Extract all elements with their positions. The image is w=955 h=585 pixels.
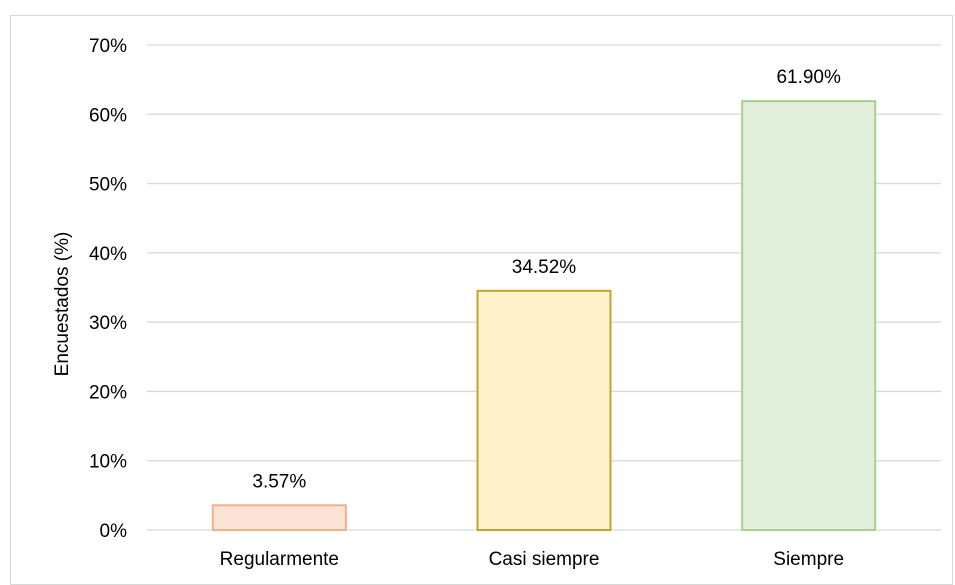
x-category-label: Siempre	[773, 549, 844, 570]
y-tick-label: 20%	[89, 382, 127, 403]
y-tick-label: 60%	[89, 105, 127, 126]
bar-casi-siempre	[476, 289, 612, 531]
bar-siempre	[741, 100, 877, 531]
y-tick-label: 30%	[89, 313, 127, 334]
y-tick-label: 0%	[100, 521, 128, 542]
data-label: 61.90%	[776, 67, 841, 88]
bar-regularmente	[211, 504, 347, 532]
y-tick-label: 40%	[89, 244, 127, 265]
data-label: 34.52%	[512, 257, 577, 278]
x-category-label: Casi siempre	[489, 549, 600, 570]
y-tick-label: 70%	[89, 36, 127, 57]
data-labels: 3.57% 34.52% 61.90%	[252, 67, 841, 492]
y-axis-ticks: 0% 10% 20% 30% 40% 50% 60% 70%	[89, 36, 127, 542]
data-label: 3.57%	[252, 471, 306, 492]
y-axis-title: Encuestados (%)	[52, 232, 73, 377]
y-tick-label: 50%	[89, 175, 127, 196]
y-tick-label: 10%	[89, 452, 127, 473]
x-category-label: Regularmente	[220, 549, 339, 570]
x-axis-categories: Regularmente Casi siempre Siempre	[220, 549, 844, 570]
bars	[211, 100, 877, 532]
